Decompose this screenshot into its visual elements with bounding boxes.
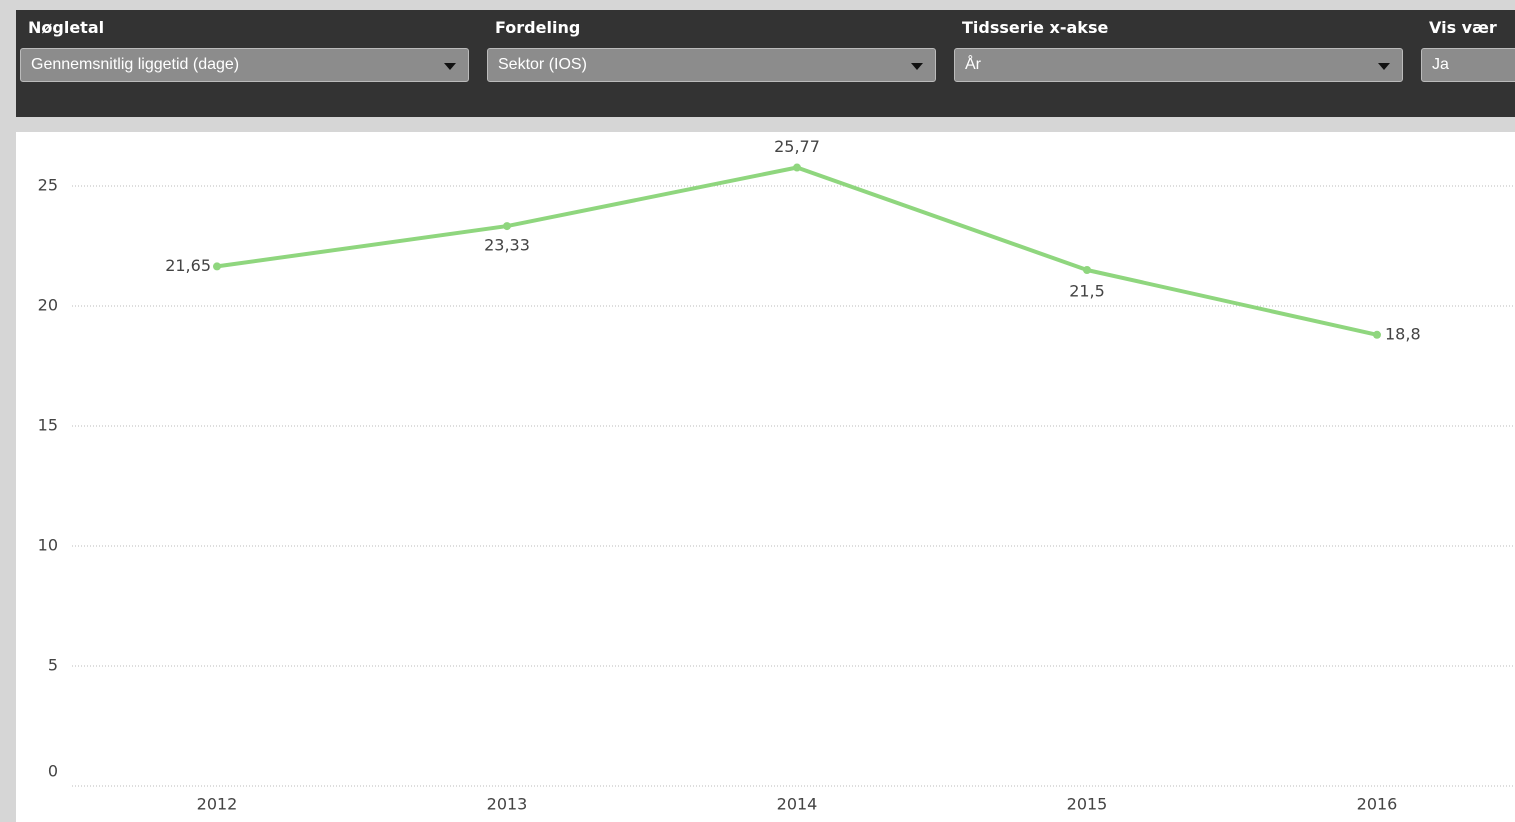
dropdown-value: År [965,56,981,73]
data-point [1083,266,1091,274]
dropdown[interactable]: Sektor (IOS) [487,48,936,82]
data-point [503,222,511,231]
data-label: 21,65 [165,256,211,275]
x-tick-label: 2014 [777,795,818,814]
x-tick-label: 2012 [197,795,238,814]
dropdown-arrow [911,63,923,70]
data-point [1373,330,1381,339]
data-point [213,262,221,271]
filter-bar: Nøgletal Gennemsnitlig liggetid (dage) For… [16,10,1515,117]
dropdown[interactable]: År [954,48,1403,82]
y-tick-label: 10 [38,536,58,555]
chart-background [16,132,1515,822]
dropdown-value: Sektor (IOS) [498,56,587,73]
data-label: 23,33 [484,236,530,255]
filter-label: Nøgletal [28,18,105,37]
dropdown-value: Ja [1432,56,1449,73]
filter-label: Tidsserie x-akse [962,18,1109,37]
filter-label: Vis vær [1429,18,1497,37]
dropdown-arrow [1378,63,1390,70]
x-tick-label: 2013 [487,795,528,814]
dropdown-arrow [444,63,456,70]
data-line [216,165,1378,337]
data-label: 25,77 [774,137,820,156]
y-tick-label: 0 [48,762,58,781]
data-point [793,163,801,172]
dropdown[interactable]: Ja [1421,48,1515,82]
y-tick-label: 25 [38,176,58,195]
x-tick-label: 2015 [1067,795,1108,814]
data-label: 21,5 [1069,282,1105,301]
y-tick-label: 5 [48,656,58,675]
data-label: 18,8 [1385,324,1421,343]
x-tick-label: 2016 [1357,795,1398,814]
y-tick-label: 15 [38,416,58,435]
filter-label: Fordeling [495,18,581,37]
dropdown[interactable]: Gennemsnitlig liggetid (dage) [20,48,469,82]
dropdown-value: Gennemsnitlig liggetid (dage) [31,56,240,73]
y-tick-label: 20 [38,296,58,315]
